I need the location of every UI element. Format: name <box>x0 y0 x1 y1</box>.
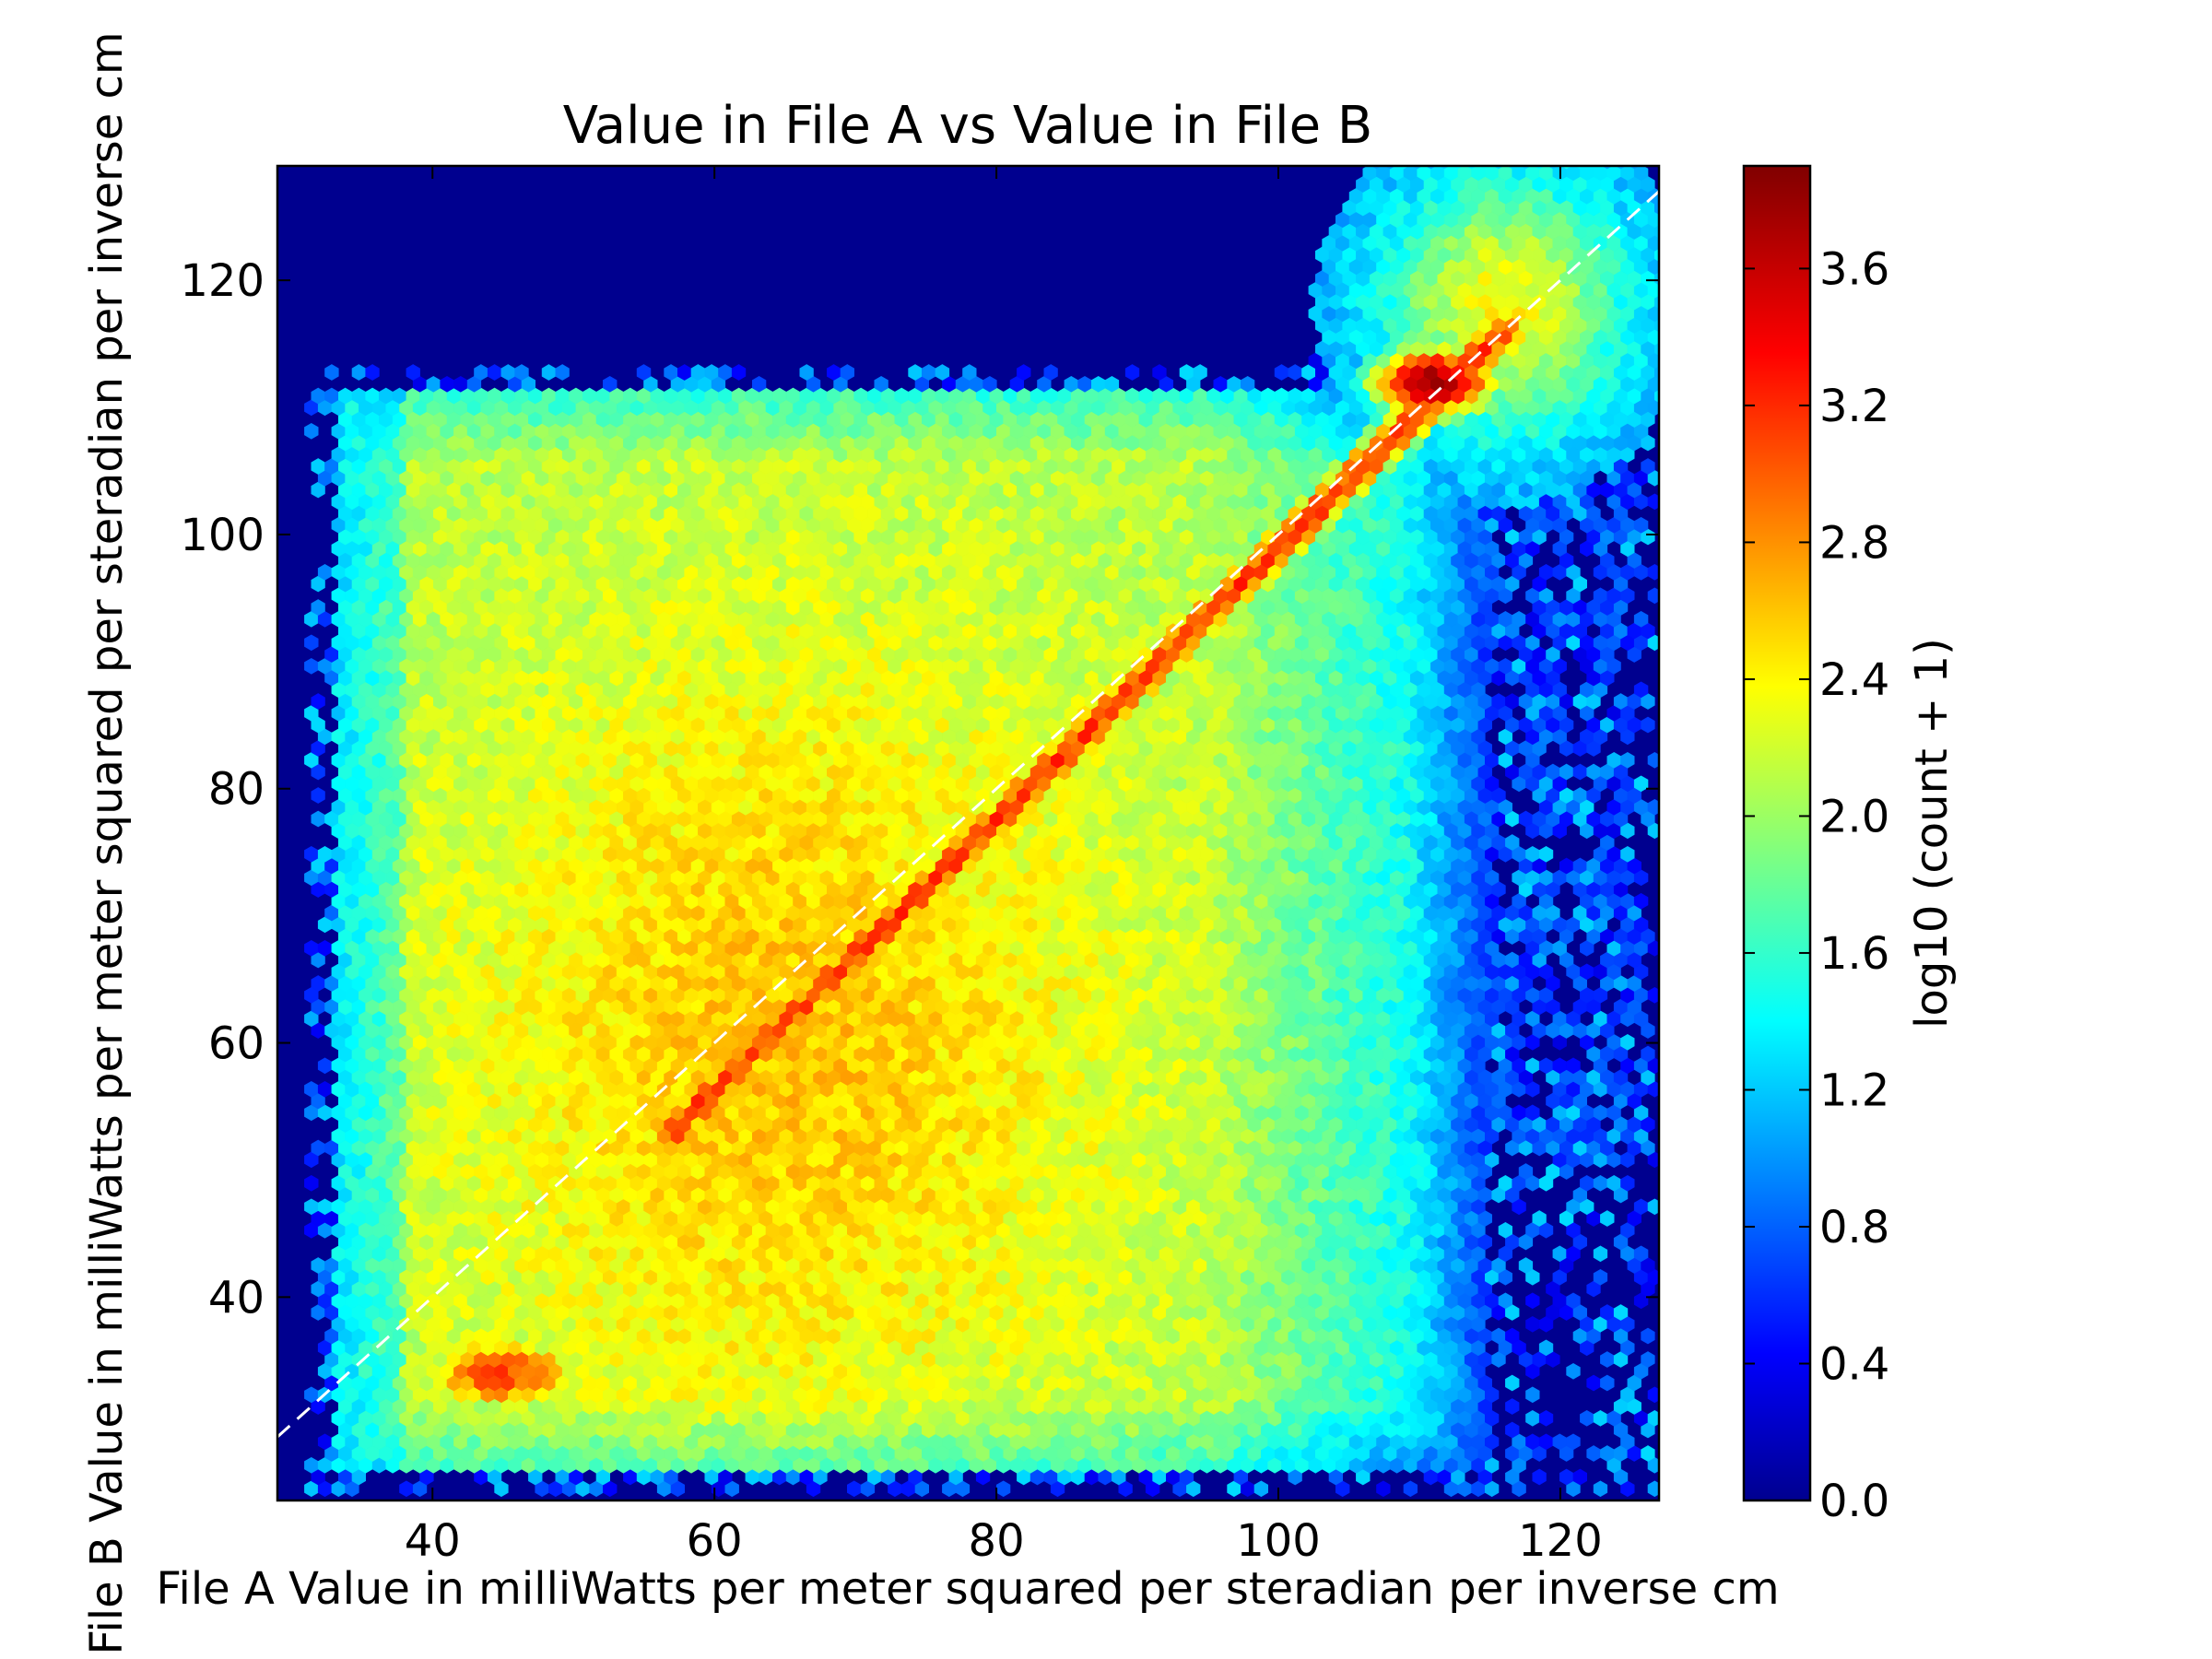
hexbin-cell <box>1566 1433 1581 1451</box>
hexbin-cell <box>1505 1398 1520 1415</box>
hexbin-cell <box>1647 1480 1659 1498</box>
hexbin-cell <box>1647 1409 1659 1427</box>
hexbin-cells <box>304 166 1659 1498</box>
hexbin-cell <box>996 1480 1011 1498</box>
hexbin-cell <box>1593 1480 1608 1498</box>
hexbin-cell <box>1572 1468 1587 1486</box>
hexbin-cell <box>1641 1445 1655 1462</box>
hexbin-cell <box>1403 1480 1418 1498</box>
hexbin-cell <box>1253 1480 1268 1498</box>
hexbin-cell <box>1376 1480 1391 1498</box>
hexbin-cell <box>1505 1421 1520 1439</box>
hexbin-cell <box>1538 1409 1554 1427</box>
hexbin-cell <box>1532 1468 1547 1486</box>
chart-title: Value in File A vs Value in File B <box>563 96 1373 156</box>
